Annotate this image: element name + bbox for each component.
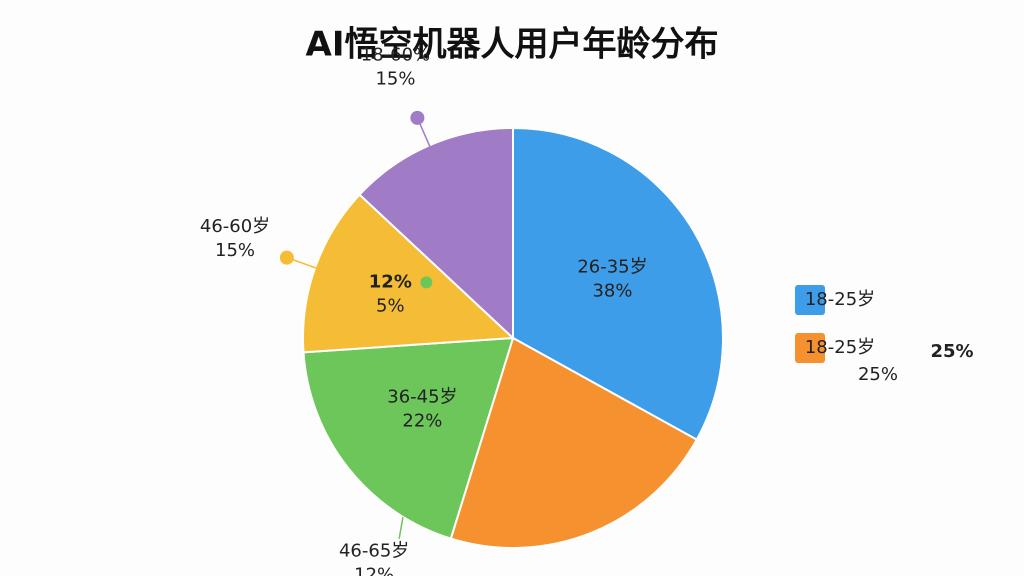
legend-value-bold: 25% [930, 341, 973, 362]
slice-value-label: 22% [402, 411, 442, 432]
slice-value-label: 15% [375, 68, 415, 89]
leader-dot [410, 110, 425, 125]
annotation: 5% [376, 295, 405, 316]
pie-slice [302, 336, 515, 540]
legend-swatch [795, 333, 825, 363]
annotation: 12% [354, 565, 394, 576]
legend-value: 25% [858, 364, 898, 385]
pie-slice [449, 336, 699, 549]
slice-label: 36-45岁 [387, 387, 457, 408]
annotation: 12% [369, 271, 412, 292]
pie-slice [512, 126, 724, 442]
slice-label: 26-35岁 [577, 256, 647, 277]
legend-label: 18-25岁 [805, 337, 875, 358]
leader-dot [279, 250, 294, 265]
slice-label: 46-60岁 [200, 216, 270, 237]
annotation-dot [420, 276, 433, 289]
slice-label: 18-60% [361, 44, 430, 65]
slice-value-label: 38% [592, 280, 632, 301]
annotation: 46-65岁 [339, 541, 409, 562]
chart-title: AI悟空机器人用户年龄分布 [306, 25, 719, 65]
legend-swatch [795, 285, 825, 315]
slice-value-label: 15% [215, 240, 255, 261]
legend-label: 18-25岁 [805, 289, 875, 310]
leader-line [398, 516, 404, 539]
